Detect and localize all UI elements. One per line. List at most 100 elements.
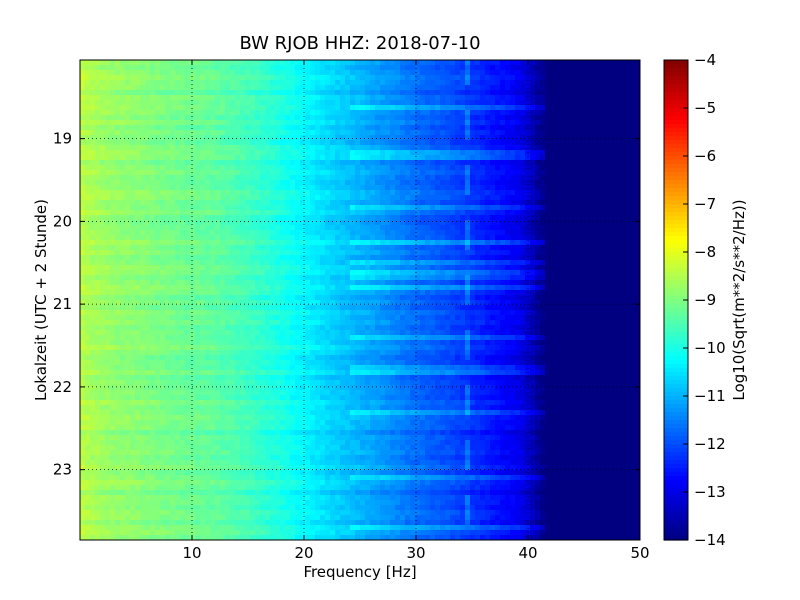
spectrogram-cell [185, 150, 191, 156]
spectrogram-cell [145, 180, 151, 186]
spectrogram-cell [560, 105, 566, 111]
spectrogram-cell [500, 250, 506, 256]
spectrogram-cell [260, 115, 266, 121]
spectrogram-cell [430, 100, 436, 106]
spectrogram-cell [95, 65, 101, 71]
spectrogram-cell [550, 265, 556, 271]
spectrogram-cell [365, 165, 371, 171]
spectrogram-cell [85, 90, 91, 96]
spectrogram-cell [110, 85, 116, 91]
spectrogram-cell [360, 210, 366, 216]
spectrogram-cell [520, 255, 526, 261]
spectrogram-cell [280, 235, 286, 241]
spectrogram-cell [250, 280, 256, 286]
spectrogram-cell [455, 255, 461, 261]
spectrogram-cell [405, 65, 411, 71]
spectrogram-cell [145, 165, 151, 171]
spectrogram-cell [375, 275, 381, 281]
spectrogram-cell [300, 100, 306, 106]
spectrogram-cell [255, 245, 261, 251]
spectrogram-cell [80, 135, 86, 141]
spectrogram-cell [225, 230, 231, 236]
spectrogram-cell [310, 275, 316, 281]
spectrogram-cell [105, 245, 111, 251]
spectrogram-cell [505, 165, 511, 171]
spectrogram-cell [155, 180, 161, 186]
spectrogram-cell [230, 190, 236, 196]
spectrogram-cell [190, 220, 196, 226]
spectrogram-cell [460, 235, 466, 241]
spectrogram-cell [450, 145, 456, 151]
spectrogram-cell [165, 70, 171, 76]
spectrogram-cell [480, 120, 486, 126]
spectrogram-cell [555, 200, 561, 206]
spectrogram-cell [160, 140, 166, 146]
spectrogram-cell [345, 65, 351, 71]
spectrogram-cell [175, 165, 181, 171]
spectrogram-cell [610, 265, 616, 271]
spectrogram-cell [500, 255, 506, 261]
spectrogram-cell [455, 175, 461, 181]
spectrogram-cell [240, 195, 246, 201]
spectrogram-cell [425, 60, 431, 66]
spectrogram-cell [205, 275, 211, 281]
spectrogram-cell [550, 75, 556, 81]
spectrogram-cell [240, 85, 246, 91]
spectrogram-cell [225, 225, 231, 231]
spectrogram-cell [270, 60, 276, 66]
spectrogram-cell [345, 265, 351, 271]
spectrogram-cell [305, 250, 311, 256]
spectrogram-cell [195, 190, 201, 196]
spectrogram-cell [275, 125, 281, 131]
spectrogram-cell [135, 75, 141, 81]
spectrogram-cell [235, 80, 241, 86]
spectrogram-cell [230, 265, 236, 271]
spectrogram-cell [500, 70, 506, 76]
spectrogram-cell [575, 90, 581, 96]
spectrogram-cell [475, 90, 481, 96]
spectrogram-cell [175, 245, 181, 251]
spectrogram-cell [345, 140, 351, 146]
spectrogram-cell [350, 175, 356, 181]
spectrogram-cell [275, 100, 281, 106]
spectrogram-cell [80, 195, 86, 201]
spectrogram-cell [120, 190, 126, 196]
spectrogram-cell [400, 135, 406, 141]
spectrogram-cell [475, 230, 481, 236]
spectrogram-cell [525, 215, 531, 221]
spectrogram-cell [215, 250, 221, 256]
spectrogram-cell [300, 145, 306, 151]
spectrogram-cell [485, 175, 491, 181]
spectrogram-cell [570, 65, 576, 71]
spectrogram-cell [470, 155, 476, 161]
spectrogram-cell [305, 195, 311, 201]
spectrogram-cell [165, 235, 171, 241]
spectrogram-cell [225, 140, 231, 146]
spectrogram-cell [180, 280, 186, 286]
spectrogram-cell [450, 195, 456, 201]
spectrogram-cell [295, 165, 301, 171]
spectrogram-cell [255, 150, 261, 156]
spectrogram-cell [600, 235, 606, 241]
spectrogram-cell [85, 265, 91, 271]
spectrogram-cell [430, 75, 436, 81]
spectrogram-cell [625, 275, 631, 281]
spectrogram-cell [310, 260, 316, 266]
spectrogram-cell [195, 220, 201, 226]
spectrogram-cell [265, 230, 271, 236]
spectrogram-cell [150, 95, 156, 101]
spectrogram-cell [620, 260, 626, 266]
spectrogram-cell [150, 260, 156, 266]
spectrogram-cell [130, 255, 136, 261]
spectrogram-cell [365, 225, 371, 231]
spectrogram-cell [80, 65, 86, 71]
spectrogram-cell [605, 270, 611, 276]
spectrogram-cell [125, 130, 131, 136]
spectrogram-cell [375, 190, 381, 196]
spectrogram-cell [525, 185, 531, 191]
spectrogram-cell [435, 85, 441, 91]
spectrogram-cell [120, 180, 126, 186]
spectrogram-cell [220, 120, 226, 126]
spectrogram-cell [165, 165, 171, 171]
spectrogram-cell [470, 205, 476, 211]
